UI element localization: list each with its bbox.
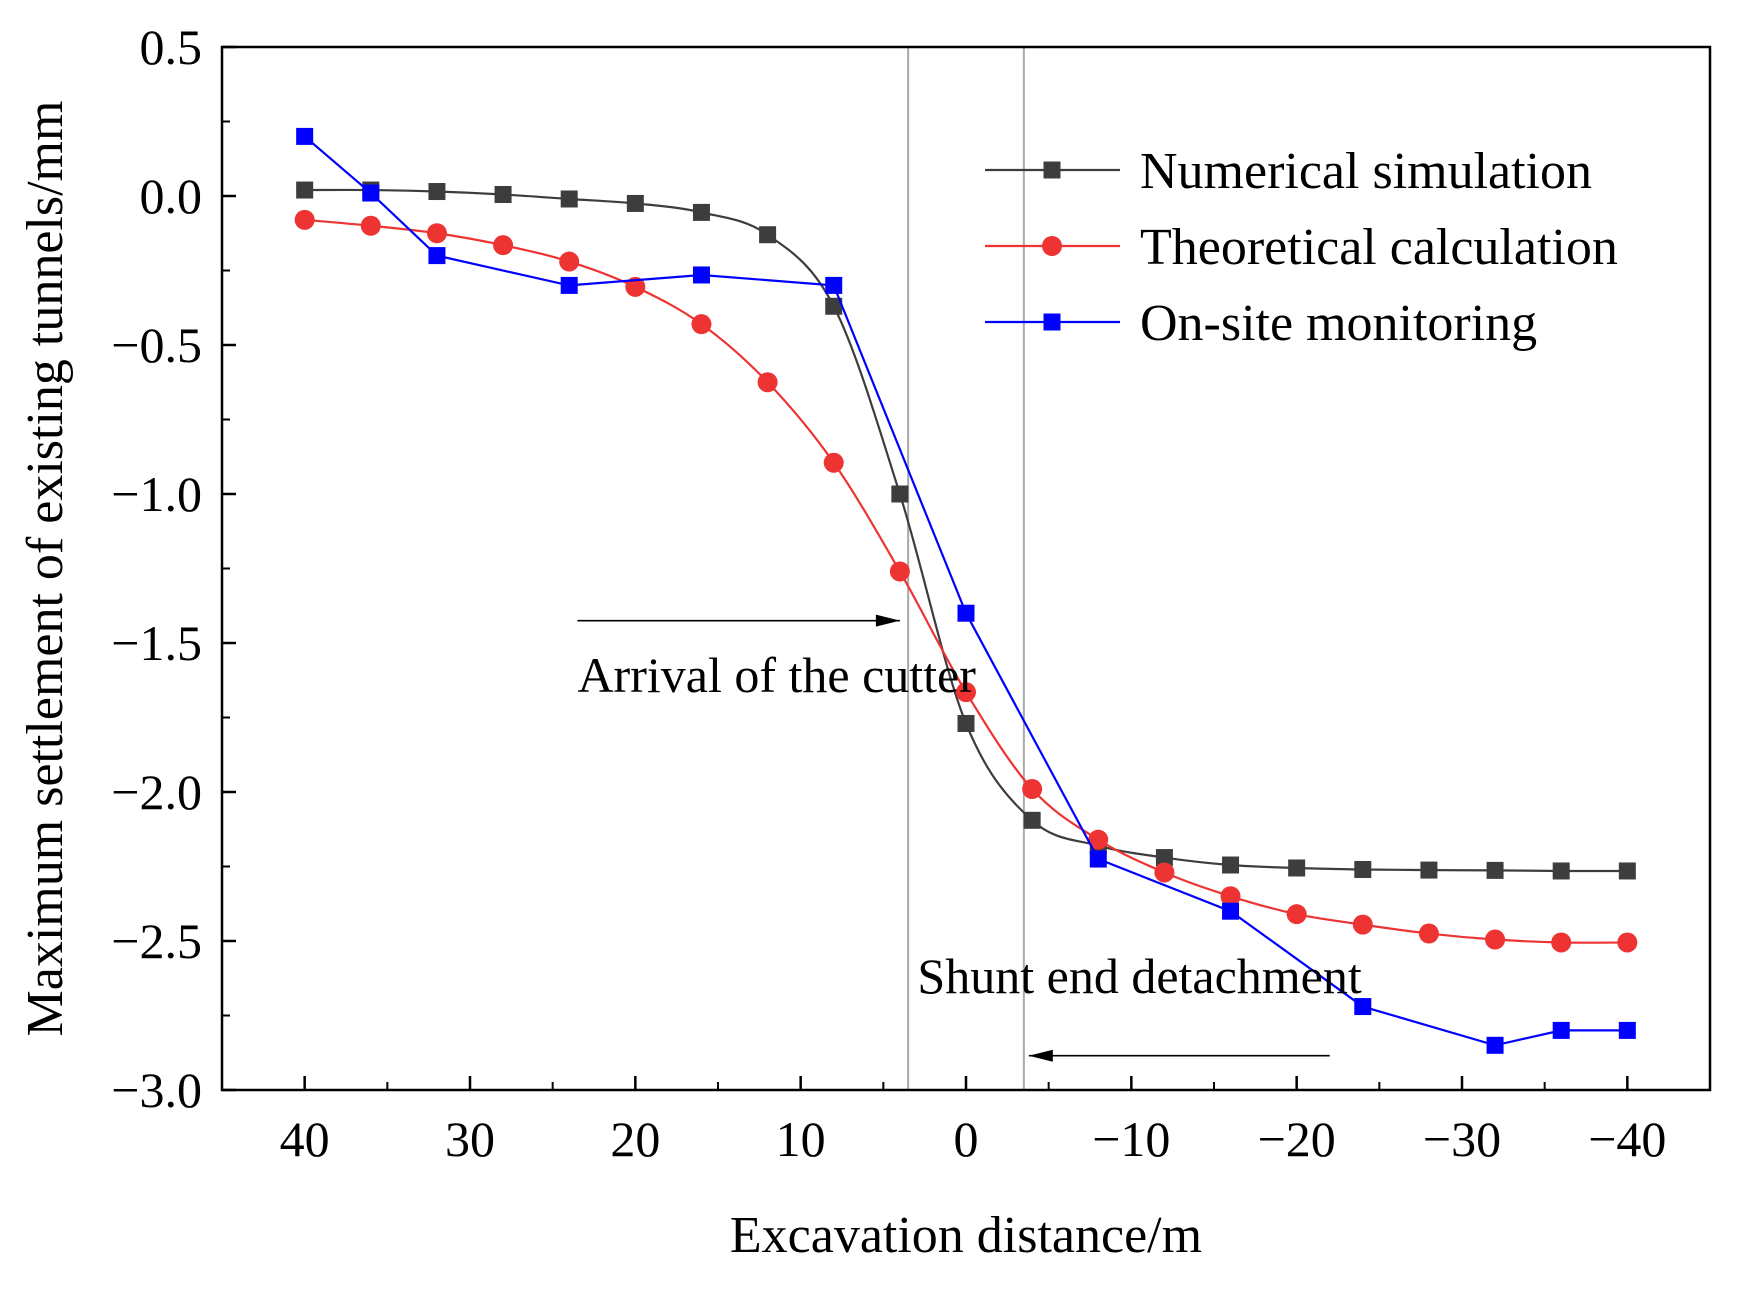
x-tick-label: −10 xyxy=(1092,1111,1170,1167)
data-point xyxy=(1617,932,1638,953)
annotation-arrowhead xyxy=(1028,1049,1053,1062)
data-point xyxy=(626,194,644,212)
y-tick-label: −2.5 xyxy=(111,913,202,969)
data-point xyxy=(1486,861,1504,879)
data-point xyxy=(428,183,446,201)
series-group xyxy=(294,127,1638,1054)
x-tick-label: 20 xyxy=(610,1111,660,1167)
x-axis-ticks: 40 30 20 10 0 −10 −20 −30 −40 xyxy=(221,1076,1711,1167)
data-point xyxy=(956,682,976,703)
data-point xyxy=(296,181,314,199)
data-point xyxy=(360,215,381,236)
data-point xyxy=(1552,862,1570,880)
legend-item: On-site monitoring xyxy=(985,295,1537,352)
data-point xyxy=(296,127,314,145)
data-point xyxy=(1354,998,1372,1016)
data-point xyxy=(759,226,777,244)
y-tick-label: −1.5 xyxy=(111,615,202,671)
data-point xyxy=(1089,850,1107,868)
data-point xyxy=(1352,914,1373,935)
series-theoretical-calculation xyxy=(294,209,1638,953)
series-on-site-monitoring xyxy=(296,127,1636,1054)
data-point xyxy=(957,714,975,732)
annotation: Shunt end detachment xyxy=(917,948,1362,1062)
data-point xyxy=(825,276,843,294)
data-point xyxy=(957,604,975,622)
data-point xyxy=(1088,829,1109,850)
data-point xyxy=(1022,779,1043,800)
data-point xyxy=(1420,861,1438,879)
y-tick-label: −0.5 xyxy=(111,317,202,373)
data-point xyxy=(625,276,646,297)
x-tick-label: −40 xyxy=(1588,1111,1666,1167)
legend-item: Numerical simulation xyxy=(985,143,1592,200)
data-point xyxy=(692,203,710,221)
data-point xyxy=(294,209,315,230)
x-tick-label: 10 xyxy=(776,1111,826,1167)
data-point xyxy=(362,184,380,202)
data-point xyxy=(560,190,578,208)
annotation: Arrival of the cutter xyxy=(577,614,976,703)
data-point xyxy=(428,247,446,265)
data-point xyxy=(559,251,580,272)
data-point xyxy=(1154,862,1175,883)
data-point xyxy=(1222,856,1240,874)
data-point xyxy=(1552,1021,1570,1039)
data-point xyxy=(1286,904,1307,925)
annotations: Arrival of the cutter Shunt end detachmen… xyxy=(577,614,1362,1062)
x-tick-label: 0 xyxy=(954,1111,979,1167)
y-tick-label: −2.0 xyxy=(111,764,202,820)
annotation-label: Arrival of the cutter xyxy=(577,647,976,703)
data-point xyxy=(757,372,778,393)
x-tick-label: 40 xyxy=(280,1111,330,1167)
legend-item: Theoretical calculation xyxy=(985,219,1618,276)
data-point xyxy=(560,276,578,294)
data-point xyxy=(1418,923,1439,944)
data-point xyxy=(1618,1021,1636,1039)
annotation-label: Shunt end detachment xyxy=(917,948,1361,1004)
data-point xyxy=(1288,859,1306,877)
data-point xyxy=(691,314,712,335)
data-point xyxy=(1155,849,1173,867)
y-tick-label: −3.0 xyxy=(111,1062,202,1118)
y-axis-title: Maximum settlement of existing tunnels/m… xyxy=(17,101,74,1037)
y-tick-label: 0.5 xyxy=(140,19,203,75)
data-point xyxy=(1551,932,1572,953)
y-tick-label: −1.0 xyxy=(111,466,202,522)
legend-marker xyxy=(1043,161,1061,179)
data-point xyxy=(823,452,844,473)
data-point xyxy=(1023,811,1041,829)
annotation-arrowhead xyxy=(875,614,900,627)
x-axis-title: Excavation distance/m xyxy=(730,1207,1202,1264)
data-point xyxy=(1485,929,1506,950)
data-point xyxy=(1222,902,1240,920)
data-point xyxy=(825,297,843,315)
data-point xyxy=(889,561,910,582)
legend-label: Numerical simulation xyxy=(1140,143,1592,200)
data-point xyxy=(692,266,710,284)
legend: Numerical simulation Theoretical calculat… xyxy=(985,143,1618,352)
data-point xyxy=(1354,860,1372,878)
x-tick-label: 30 xyxy=(445,1111,495,1167)
data-point xyxy=(1486,1036,1504,1054)
series-line xyxy=(304,218,1628,944)
legend-label: On-site monitoring xyxy=(1140,295,1537,352)
legend-marker xyxy=(1043,313,1061,331)
data-point xyxy=(426,223,447,244)
data-point xyxy=(493,235,514,256)
data-point xyxy=(1618,862,1636,880)
x-tick-label: −20 xyxy=(1258,1111,1336,1167)
data-point xyxy=(494,186,512,204)
data-point xyxy=(1220,886,1241,907)
legend-marker xyxy=(1042,236,1062,256)
data-point xyxy=(891,485,909,503)
legend-label: Theoretical calculation xyxy=(1140,219,1618,276)
y-tick-label: 0.0 xyxy=(140,168,203,224)
y-axis-ticks: 0.5 0.0 −0.5 −1.0 −1.5 −2.0 −2.5 −3.0 xyxy=(111,19,236,1118)
x-tick-label: −30 xyxy=(1423,1111,1501,1167)
